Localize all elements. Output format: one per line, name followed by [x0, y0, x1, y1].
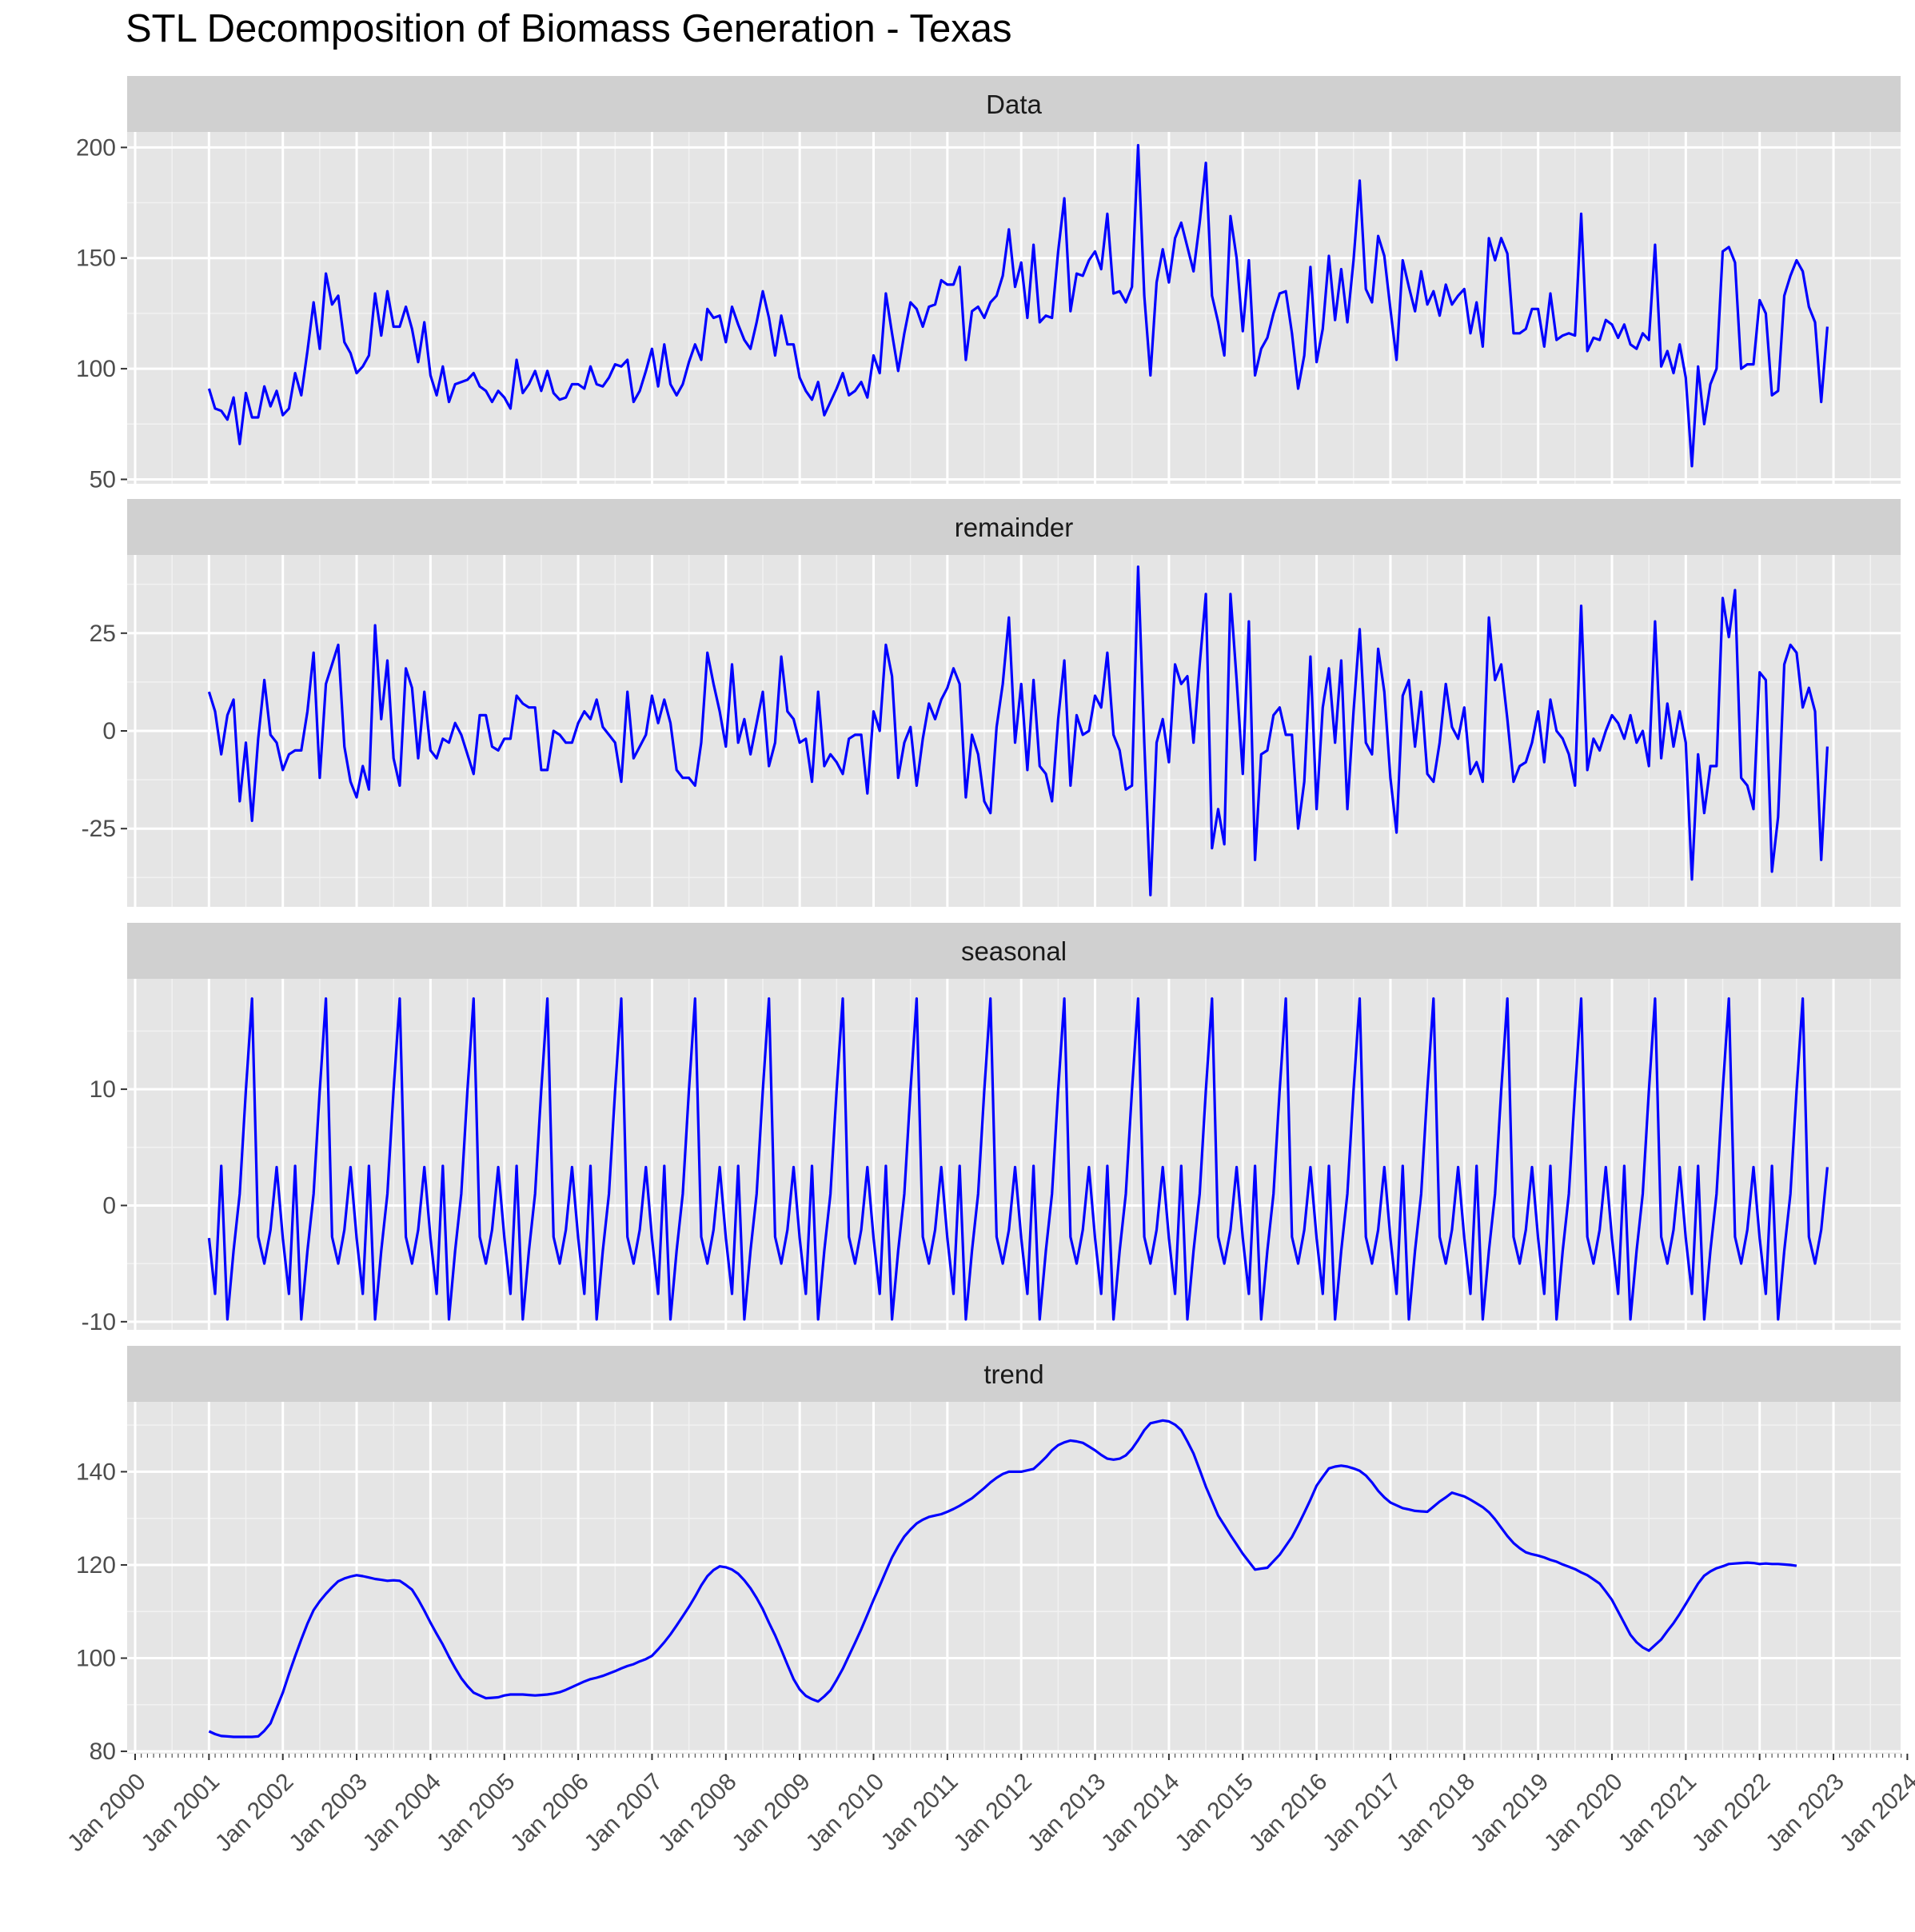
x-tick-label: Jan 2014: [1096, 1768, 1185, 1857]
facet-strip: [127, 499, 1901, 555]
y-tick-label: 25: [90, 621, 116, 647]
x-tick-label: Jan 2019: [1466, 1768, 1554, 1857]
x-tick-label: Jan 2017: [1318, 1768, 1406, 1857]
x-tick-label: Jan 2022: [1687, 1768, 1776, 1857]
facet-strip: [127, 76, 1901, 132]
facet-strip-label: remainder: [955, 513, 1074, 542]
y-tick-label: 200: [76, 134, 116, 161]
x-tick-label: Jan 2023: [1761, 1768, 1849, 1857]
x-tick-label: Jan 2018: [1391, 1768, 1480, 1857]
y-tick-label: 150: [76, 245, 116, 272]
series-line-remainder: [207, 565, 1829, 896]
x-tick-label: Jan 2003: [284, 1768, 373, 1857]
x-tick-label: Jan 2008: [653, 1768, 742, 1857]
x-tick-label: Jan 2000: [62, 1768, 151, 1857]
y-tick-label: 100: [76, 1646, 116, 1672]
x-tick-label: Jan 2015: [1170, 1768, 1259, 1857]
panel-background: [127, 132, 1901, 484]
panel-background: [127, 1402, 1901, 1754]
x-tick-label: Jan 2004: [358, 1768, 447, 1857]
x-tick-label: Jan 2007: [580, 1768, 668, 1857]
y-tick-label: -25: [82, 816, 116, 842]
x-tick-label: Jan 2002: [210, 1768, 299, 1857]
x-tick-label: Jan 2005: [432, 1768, 521, 1857]
y-tick-label: 10: [90, 1076, 116, 1103]
x-tick-label: Jan 2012: [948, 1768, 1037, 1857]
x-tick-label: Jan 2010: [801, 1768, 890, 1857]
panel-background: [127, 979, 1901, 1330]
x-tick-label: Jan 2001: [137, 1768, 225, 1857]
y-tick-label: 0: [102, 718, 116, 744]
facet-strip: [127, 923, 1901, 979]
y-tick-label: 100: [76, 356, 116, 382]
facet-strip-label: trend: [983, 1359, 1043, 1389]
x-tick-label: Jan 2013: [1023, 1768, 1111, 1857]
y-tick-label: 120: [76, 1552, 116, 1579]
y-tick-label: 50: [90, 466, 116, 493]
y-tick-label: -10: [82, 1309, 116, 1335]
series-line-seasonal: [207, 997, 1829, 1321]
facet-strip: [127, 1346, 1901, 1402]
y-tick-label: 80: [90, 1738, 116, 1765]
x-tick-label: Jan 2016: [1244, 1768, 1333, 1857]
facet-strip-label: seasonal: [961, 936, 1067, 966]
x-tick-label: Jan 2009: [727, 1768, 816, 1857]
x-tick-label: Jan 2021: [1614, 1768, 1702, 1857]
x-tick-label: Jan 2020: [1539, 1768, 1628, 1857]
x-tick-label: Jan 2006: [505, 1768, 594, 1857]
x-tick-label: Jan 2024: [1835, 1768, 1915, 1857]
chart-title: STL Decomposition of Biomass Generation …: [126, 7, 1012, 50]
x-tick-label: Jan 2011: [876, 1768, 963, 1855]
facet-strip-label: Data: [986, 90, 1042, 119]
series-line-trend: [208, 1419, 1797, 1738]
y-tick-label: 0: [102, 1192, 116, 1219]
series-line-data: [207, 144, 1829, 468]
y-tick-label: 140: [76, 1459, 116, 1485]
